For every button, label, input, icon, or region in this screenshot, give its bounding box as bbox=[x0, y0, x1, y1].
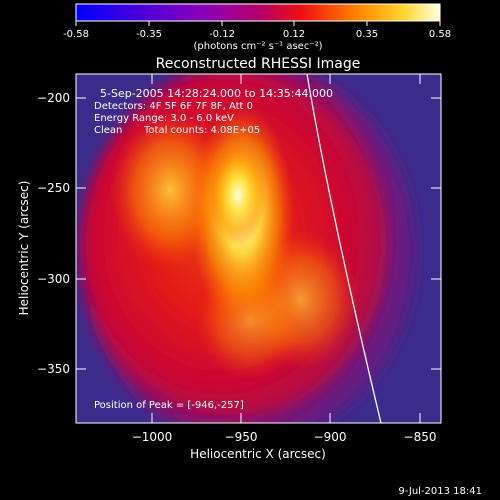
x-tick-label: −900 bbox=[314, 430, 347, 444]
detectors-annotation: Detectors: 4F 5F 6F 7F 8F, Att 0 bbox=[94, 101, 253, 112]
x-tick-labels: −1000 −950 −900 −850 bbox=[132, 430, 437, 444]
colorbar-tick-label: 0.12 bbox=[283, 29, 305, 40]
colorbar-tick-label: 0.58 bbox=[429, 29, 451, 40]
rhessi-image bbox=[76, 74, 441, 423]
plot-frame bbox=[75, 73, 442, 424]
solar-limb-line bbox=[306, 74, 382, 423]
peak-position-annotation: Position of Peak = [-946,-257] bbox=[94, 400, 244, 411]
time-range-annotation: 5-Sep-2005 14:28:24.000 to 14:35:44.000 bbox=[100, 87, 333, 100]
method-annotation: Clean bbox=[94, 125, 122, 136]
x-tick-label: −950 bbox=[225, 430, 258, 444]
colorbar bbox=[76, 4, 440, 21]
energy-range-annotation: Energy Range: 3.0 - 6.0 keV bbox=[94, 113, 234, 124]
x-axis-label: Heliocentric X (arcsec) bbox=[190, 447, 326, 461]
colorbar-unit-label: (photons cm⁻² s⁻¹ asec⁻²) bbox=[193, 41, 322, 52]
y-tick-label: −350 bbox=[37, 362, 70, 376]
y-tick-label: −250 bbox=[37, 181, 70, 195]
colorbar-tick-label: 0.35 bbox=[356, 29, 378, 40]
axis-tick-marks bbox=[76, 74, 441, 423]
x-tick-label: −1000 bbox=[132, 430, 173, 444]
plot-title: Reconstructed RHESSI Image bbox=[156, 56, 361, 72]
y-tick-labels: −200 −250 −300 −350 bbox=[37, 91, 70, 376]
colorbar-tick-label: -0.12 bbox=[209, 29, 235, 40]
total-counts-annotation: Total counts: 4.08E+05 bbox=[143, 125, 260, 136]
footer-timestamp: 9-Jul-2013 18:41 bbox=[398, 486, 482, 497]
y-tick-label: −200 bbox=[37, 91, 70, 105]
x-tick-label: −850 bbox=[404, 430, 437, 444]
colorbar-ticks: -0.58 -0.35 -0.12 0.12 0.35 0.58 bbox=[63, 21, 451, 40]
colorbar-tick-label: -0.35 bbox=[136, 29, 162, 40]
y-tick-label: −300 bbox=[37, 272, 70, 286]
y-axis-label: Heliocentric Y (arcsec) bbox=[17, 181, 31, 316]
colorbar-tick-label: -0.58 bbox=[63, 29, 89, 40]
